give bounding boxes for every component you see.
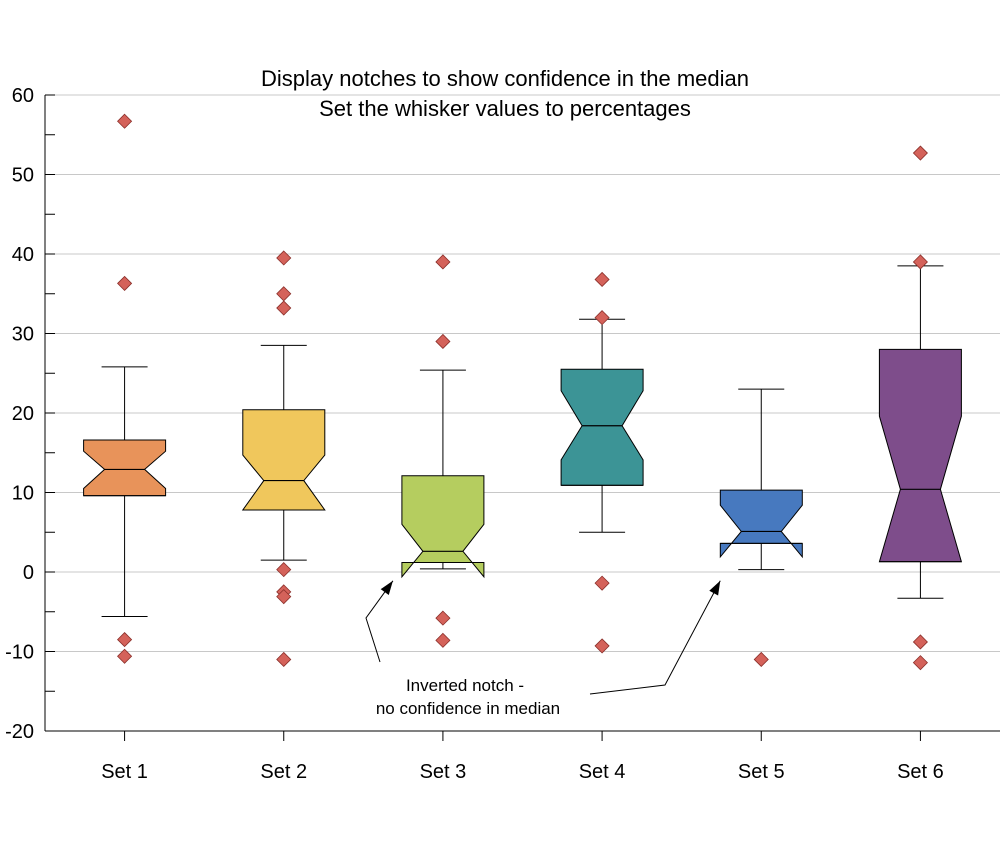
box-2: [241, 250, 326, 668]
box-1: [83, 113, 167, 664]
box-4: [560, 271, 644, 654]
box-body: [241, 409, 326, 511]
outlier-point: [276, 651, 292, 668]
y-tick-label: 60: [12, 85, 34, 107]
outlier-point: [117, 648, 133, 664]
box-body: [719, 489, 803, 559]
x-tick-label: Set 6: [897, 761, 944, 783]
outlier-point: [276, 250, 292, 266]
x-tick-label: Set 3: [420, 761, 467, 783]
outlier-point: [912, 145, 928, 161]
outlier-point: [594, 310, 610, 326]
outlier-point: [594, 271, 610, 288]
annotation-arrow-left: [365, 580, 394, 663]
annotation-arrow-right: [589, 580, 721, 695]
box-5: [719, 388, 803, 668]
y-tick-label: 0: [23, 562, 34, 584]
x-tick-label: Set 5: [738, 761, 785, 783]
outlier-point: [912, 254, 928, 270]
boxes: [83, 113, 963, 671]
outlier-point: [912, 634, 928, 650]
box-3: [401, 254, 485, 648]
outlier-point: [435, 632, 451, 648]
box-body: [560, 368, 644, 486]
y-tick-label: -20: [5, 721, 34, 743]
outlier-point: [117, 632, 133, 648]
annotation-arrow-left-head: [380, 580, 393, 596]
outlier-point: [435, 610, 451, 626]
outlier-point: [276, 286, 292, 302]
x-tick-label: Set 2: [260, 761, 307, 783]
annotation-arrow-right-head: [709, 580, 721, 596]
outlier-point: [912, 655, 928, 671]
y-tick-label: 50: [12, 165, 34, 187]
grid-lines: [45, 94, 1000, 652]
outlier-point: [276, 589, 292, 605]
annotation: Inverted notch - no confidence in median: [365, 580, 721, 718]
outlier-point: [117, 275, 133, 291]
y-tick-label: -10: [5, 642, 34, 664]
y-tick-label: 10: [12, 483, 34, 505]
x-tick-label: Set 1: [101, 761, 148, 783]
y-tick-label: 20: [12, 403, 34, 425]
box-body: [401, 475, 485, 579]
annotation-line-2: no confidence in median: [376, 699, 560, 718]
outlier-point: [753, 651, 769, 668]
box-body: [83, 439, 167, 497]
outlier-point: [276, 300, 292, 316]
box-body: [878, 348, 963, 563]
y-tick-label: 40: [12, 244, 34, 266]
y-tick-label: 30: [12, 324, 34, 346]
outlier-point: [117, 113, 133, 129]
annotation-line-1: Inverted notch -: [406, 676, 524, 695]
x-tick-label: Set 4: [579, 761, 626, 783]
chart-title: Display notches to show confidence in th…: [261, 66, 749, 91]
outlier-point: [276, 562, 292, 578]
chart-subtitle: Set the whisker values to percentages: [319, 96, 691, 121]
axes: -20 -10 0 10 20 30 40 50 60 Set 1 Set 2 Set 3 Set 4 S…: [5, 85, 1000, 783]
outlier-point: [435, 333, 451, 350]
box-6: [878, 145, 963, 671]
outlier-point: [594, 575, 610, 591]
outlier-point: [594, 638, 610, 654]
outlier-point: [435, 254, 451, 270]
